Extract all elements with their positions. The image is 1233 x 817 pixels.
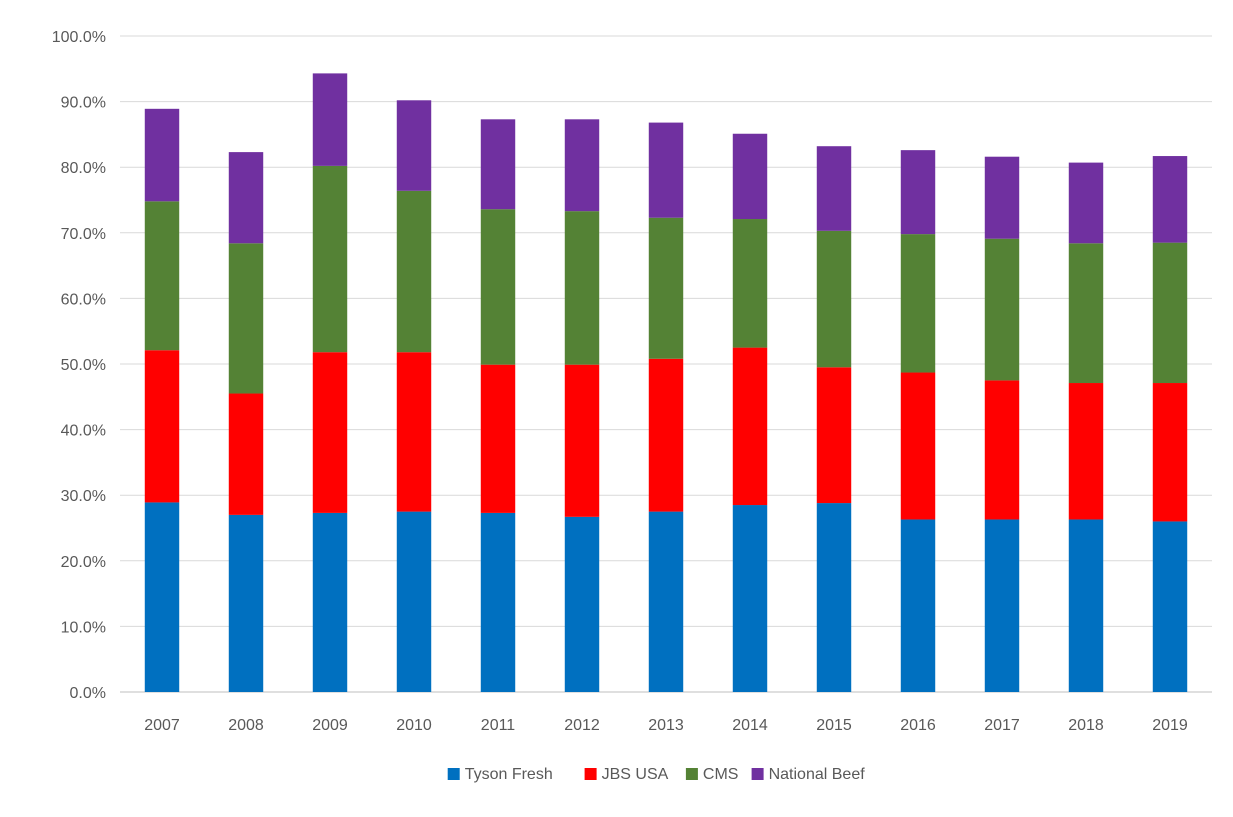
bar-segment — [228, 243, 264, 394]
y-tick-label: 90.0% — [61, 95, 106, 112]
y-tick-label: 0.0% — [70, 685, 106, 702]
bar-segment — [396, 190, 432, 353]
bar-segment — [984, 238, 1020, 381]
bar-segment — [228, 514, 264, 692]
legend-label: CMS — [703, 766, 739, 783]
legend-entry: CMS — [685, 766, 739, 783]
bar-segment — [1068, 162, 1104, 244]
bar-segment — [732, 505, 768, 692]
legend-swatch — [584, 768, 597, 780]
bar-segment — [312, 73, 348, 166]
y-tick-label: 100.0% — [52, 29, 106, 46]
y-tick-label: 70.0% — [61, 226, 106, 243]
legend-entry: Tyson Fresh — [447, 766, 553, 783]
legend-label: JBS USA — [602, 766, 669, 783]
legend-swatch — [447, 768, 460, 780]
bar-segment — [1068, 519, 1104, 692]
bar-segment — [816, 230, 852, 368]
bar-segment — [480, 209, 516, 365]
x-category-label: 2010 — [396, 717, 432, 734]
y-tick-label: 50.0% — [61, 357, 106, 374]
bar-segment — [480, 512, 516, 692]
bar-segment — [732, 133, 768, 220]
legend-label: National Beef — [769, 766, 866, 783]
bar-segment — [396, 511, 432, 692]
bar-segment — [228, 393, 264, 515]
x-category-label: 2012 — [564, 717, 600, 734]
bar-segment — [1068, 383, 1104, 520]
x-category-label: 2011 — [481, 717, 516, 734]
bar-segment — [900, 234, 936, 373]
x-category-label: 2014 — [732, 717, 768, 734]
x-category-label: 2015 — [816, 717, 852, 734]
bar-segment — [816, 367, 852, 504]
bar-segment — [648, 122, 684, 218]
bar-segment — [648, 217, 684, 359]
bar-segment — [1152, 383, 1188, 522]
bar-segment — [816, 503, 852, 692]
legend-swatch — [751, 768, 764, 780]
bar-segment — [480, 119, 516, 210]
bar-segment — [1068, 243, 1104, 384]
bar-segment — [816, 146, 852, 231]
bar-segment — [312, 512, 348, 692]
x-category-label: 2008 — [228, 717, 264, 734]
legend: Tyson Fresh JBS USA CMS National Beef — [447, 766, 866, 783]
bar-segment — [648, 511, 684, 692]
bar-segment — [900, 150, 936, 235]
bar-segment — [564, 516, 600, 692]
bar-segment — [900, 519, 936, 692]
y-tick-label: 60.0% — [61, 291, 106, 308]
x-category-label: 2009 — [312, 717, 348, 734]
x-category-label: 2017 — [984, 717, 1020, 734]
bar-segment — [144, 201, 180, 351]
y-tick-label: 20.0% — [61, 554, 106, 571]
bar-segment — [732, 347, 768, 506]
legend-entry: National Beef — [751, 766, 866, 783]
x-category-label: 2018 — [1068, 717, 1104, 734]
bar-segment — [1152, 242, 1188, 384]
bar-segment — [144, 350, 180, 503]
bar-segment — [984, 380, 1020, 520]
bar-segment — [144, 108, 180, 202]
bar-segment — [984, 156, 1020, 239]
bar-segment — [144, 502, 180, 692]
legend-swatch — [685, 768, 698, 780]
bar-segment — [396, 100, 432, 191]
bar-segment — [312, 352, 348, 513]
legend-label: Tyson Fresh — [465, 766, 553, 783]
x-axis-category-labels: 2007 2008 2009 2010 2011 2012 2013 2014 2015 2016… — [144, 717, 1188, 734]
bar-segment — [396, 352, 432, 512]
bar-segment — [564, 211, 600, 365]
x-category-label: 2013 — [648, 717, 684, 734]
bar-segment — [564, 364, 600, 517]
y-tick-label: 10.0% — [61, 619, 106, 636]
bar-segment — [1152, 156, 1188, 243]
bar-segment — [984, 519, 1020, 692]
x-category-label: 2019 — [1152, 717, 1188, 734]
x-category-label: 2016 — [900, 717, 936, 734]
bar-segment — [228, 152, 264, 244]
bar-segment — [480, 364, 516, 513]
bar-segment — [732, 219, 768, 348]
y-tick-label: 30.0% — [61, 488, 106, 505]
bar-segment — [312, 165, 348, 353]
x-category-label: 2007 — [144, 717, 180, 734]
bar-segment — [648, 358, 684, 512]
y-axis-tick-labels: 0.0% 10.0% 20.0% 30.0% 40.0% 50.0% 60.0% 70.0% 8… — [52, 29, 106, 702]
bar-segment — [1152, 521, 1188, 692]
bars — [144, 73, 1188, 692]
y-tick-label: 40.0% — [61, 423, 106, 440]
bar-segment — [564, 119, 600, 212]
legend-entry: JBS USA — [584, 766, 669, 783]
bar-segment — [900, 372, 936, 520]
y-tick-label: 80.0% — [61, 160, 106, 177]
